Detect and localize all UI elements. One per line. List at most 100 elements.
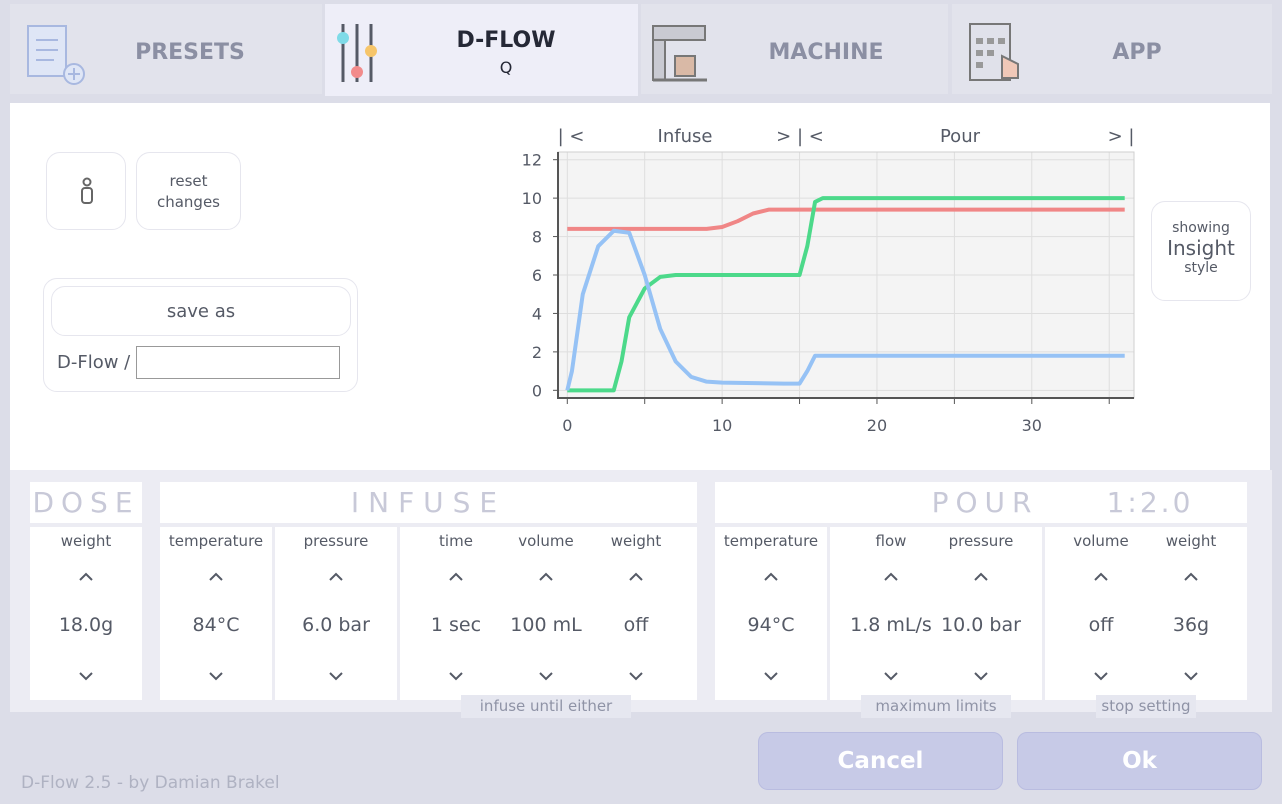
decrease-button[interactable] bbox=[1183, 671, 1199, 681]
phase-label: Infuse bbox=[658, 126, 713, 147]
y-tick-label: 4 bbox=[532, 304, 542, 323]
y-tick-label: 12 bbox=[522, 151, 542, 170]
tab-dflow[interactable]: D-FLOW Q bbox=[325, 4, 638, 96]
increase-button[interactable] bbox=[538, 572, 554, 582]
field-value: 10.0 bar bbox=[941, 614, 1021, 636]
chevron bbox=[1184, 572, 1198, 581]
chevron bbox=[79, 572, 93, 581]
increase-button[interactable] bbox=[763, 572, 779, 582]
ok-button[interactable]: Ok bbox=[1017, 732, 1262, 790]
y-tick-label: 8 bbox=[532, 228, 542, 247]
dflow-icon bbox=[337, 24, 377, 82]
x-tick-label: 30 bbox=[1022, 416, 1042, 435]
chevron bbox=[329, 572, 343, 581]
chevron bbox=[764, 572, 778, 581]
chevron bbox=[209, 572, 223, 581]
series-line bbox=[567, 207, 1125, 231]
decrease-button[interactable] bbox=[78, 671, 94, 681]
series-line bbox=[565, 228, 1125, 391]
field-value: 1.8 mL/s bbox=[850, 614, 932, 636]
chevron bbox=[539, 572, 553, 581]
chevron bbox=[764, 672, 778, 681]
view-toggle[interactable]: showing Insight style bbox=[1151, 201, 1251, 301]
increase-button[interactable] bbox=[448, 572, 464, 582]
decrease-button[interactable] bbox=[448, 671, 464, 681]
chevron bbox=[884, 672, 898, 681]
field-label: temperature bbox=[723, 532, 819, 550]
chevron bbox=[1094, 672, 1108, 681]
field-label: pressure bbox=[303, 532, 369, 550]
decrease-button[interactable] bbox=[763, 671, 779, 681]
phase-marker: > | bbox=[1108, 126, 1135, 147]
decrease-button[interactable] bbox=[1093, 671, 1109, 681]
y-tick-label: 2 bbox=[532, 343, 542, 362]
decrease-button[interactable] bbox=[973, 671, 989, 681]
version: D-Flow 2.5 - by Damian Brakel bbox=[21, 773, 280, 793]
decrease-button[interactable] bbox=[208, 671, 224, 681]
tab-machine[interactable]: MACHINE bbox=[641, 4, 948, 94]
pour-title: POUR bbox=[931, 486, 1039, 519]
infuse-title: INFUSE bbox=[160, 482, 697, 523]
field-value: 100 mL bbox=[510, 614, 582, 636]
field-label: volume bbox=[1073, 532, 1129, 550]
field-label: temperature bbox=[168, 532, 264, 550]
increase-button[interactable] bbox=[973, 572, 989, 582]
name-input[interactable] bbox=[136, 346, 340, 379]
y-tick-label: 10 bbox=[522, 189, 542, 208]
field-label: weight bbox=[610, 532, 662, 550]
step-cell bbox=[715, 527, 827, 700]
increase-button[interactable] bbox=[78, 572, 94, 582]
increase-button[interactable] bbox=[628, 572, 644, 582]
reset-button[interactable]: reset changes bbox=[136, 152, 241, 230]
decrease-button[interactable] bbox=[883, 671, 899, 681]
toggle-style: Insight bbox=[1167, 236, 1235, 260]
chevron bbox=[974, 672, 988, 681]
dose-title: DOSE bbox=[30, 482, 142, 523]
field-label: weight bbox=[60, 532, 112, 550]
toggle-line: style bbox=[1184, 260, 1218, 276]
increase-button[interactable] bbox=[328, 572, 344, 582]
ratio: 1:2.0 bbox=[1106, 486, 1194, 519]
chevron bbox=[629, 572, 643, 581]
phase-marker: | < bbox=[558, 126, 585, 147]
chevron bbox=[449, 572, 463, 581]
increase-button[interactable] bbox=[1183, 572, 1199, 582]
tab-label: MACHINE bbox=[768, 40, 884, 65]
info-icon bbox=[81, 177, 93, 204]
increase-button[interactable] bbox=[883, 572, 899, 582]
field-value: 1 sec bbox=[430, 614, 482, 636]
presets-icon bbox=[27, 25, 85, 85]
decrease-button[interactable] bbox=[538, 671, 554, 681]
axis-line bbox=[557, 152, 1134, 399]
field-label: flow bbox=[875, 532, 907, 550]
field-value: 36g bbox=[1172, 614, 1210, 636]
increase-button[interactable] bbox=[208, 572, 224, 582]
phase-marker: > | < bbox=[776, 126, 824, 147]
field-label: weight bbox=[1165, 532, 1217, 550]
y-tick-label: 0 bbox=[532, 381, 542, 400]
save-as-button[interactable]: save as bbox=[51, 286, 351, 336]
chevron bbox=[539, 672, 553, 681]
step-cell bbox=[275, 527, 397, 700]
field-value: 94°C bbox=[747, 614, 795, 636]
pour-note: stop setting bbox=[1096, 695, 1196, 718]
field-label: pressure bbox=[948, 532, 1014, 550]
x-tick-label: 20 bbox=[867, 416, 887, 435]
decrease-button[interactable] bbox=[328, 671, 344, 681]
chevron bbox=[329, 672, 343, 681]
x-tick-label: 10 bbox=[712, 416, 732, 435]
info-button[interactable] bbox=[46, 152, 126, 230]
cancel-button[interactable]: Cancel bbox=[758, 732, 1003, 790]
field-value: off bbox=[623, 614, 649, 636]
step-cell bbox=[830, 527, 1042, 700]
chevron bbox=[884, 572, 898, 581]
tab-label: PRESETS bbox=[135, 40, 245, 65]
series-line bbox=[567, 196, 1125, 393]
step-cell bbox=[160, 527, 272, 700]
tab-app[interactable]: APP bbox=[952, 4, 1272, 94]
tab-presets[interactable]: PRESETS bbox=[10, 4, 322, 94]
increase-button[interactable] bbox=[1093, 572, 1109, 582]
decrease-button[interactable] bbox=[628, 671, 644, 681]
chevron bbox=[629, 672, 643, 681]
